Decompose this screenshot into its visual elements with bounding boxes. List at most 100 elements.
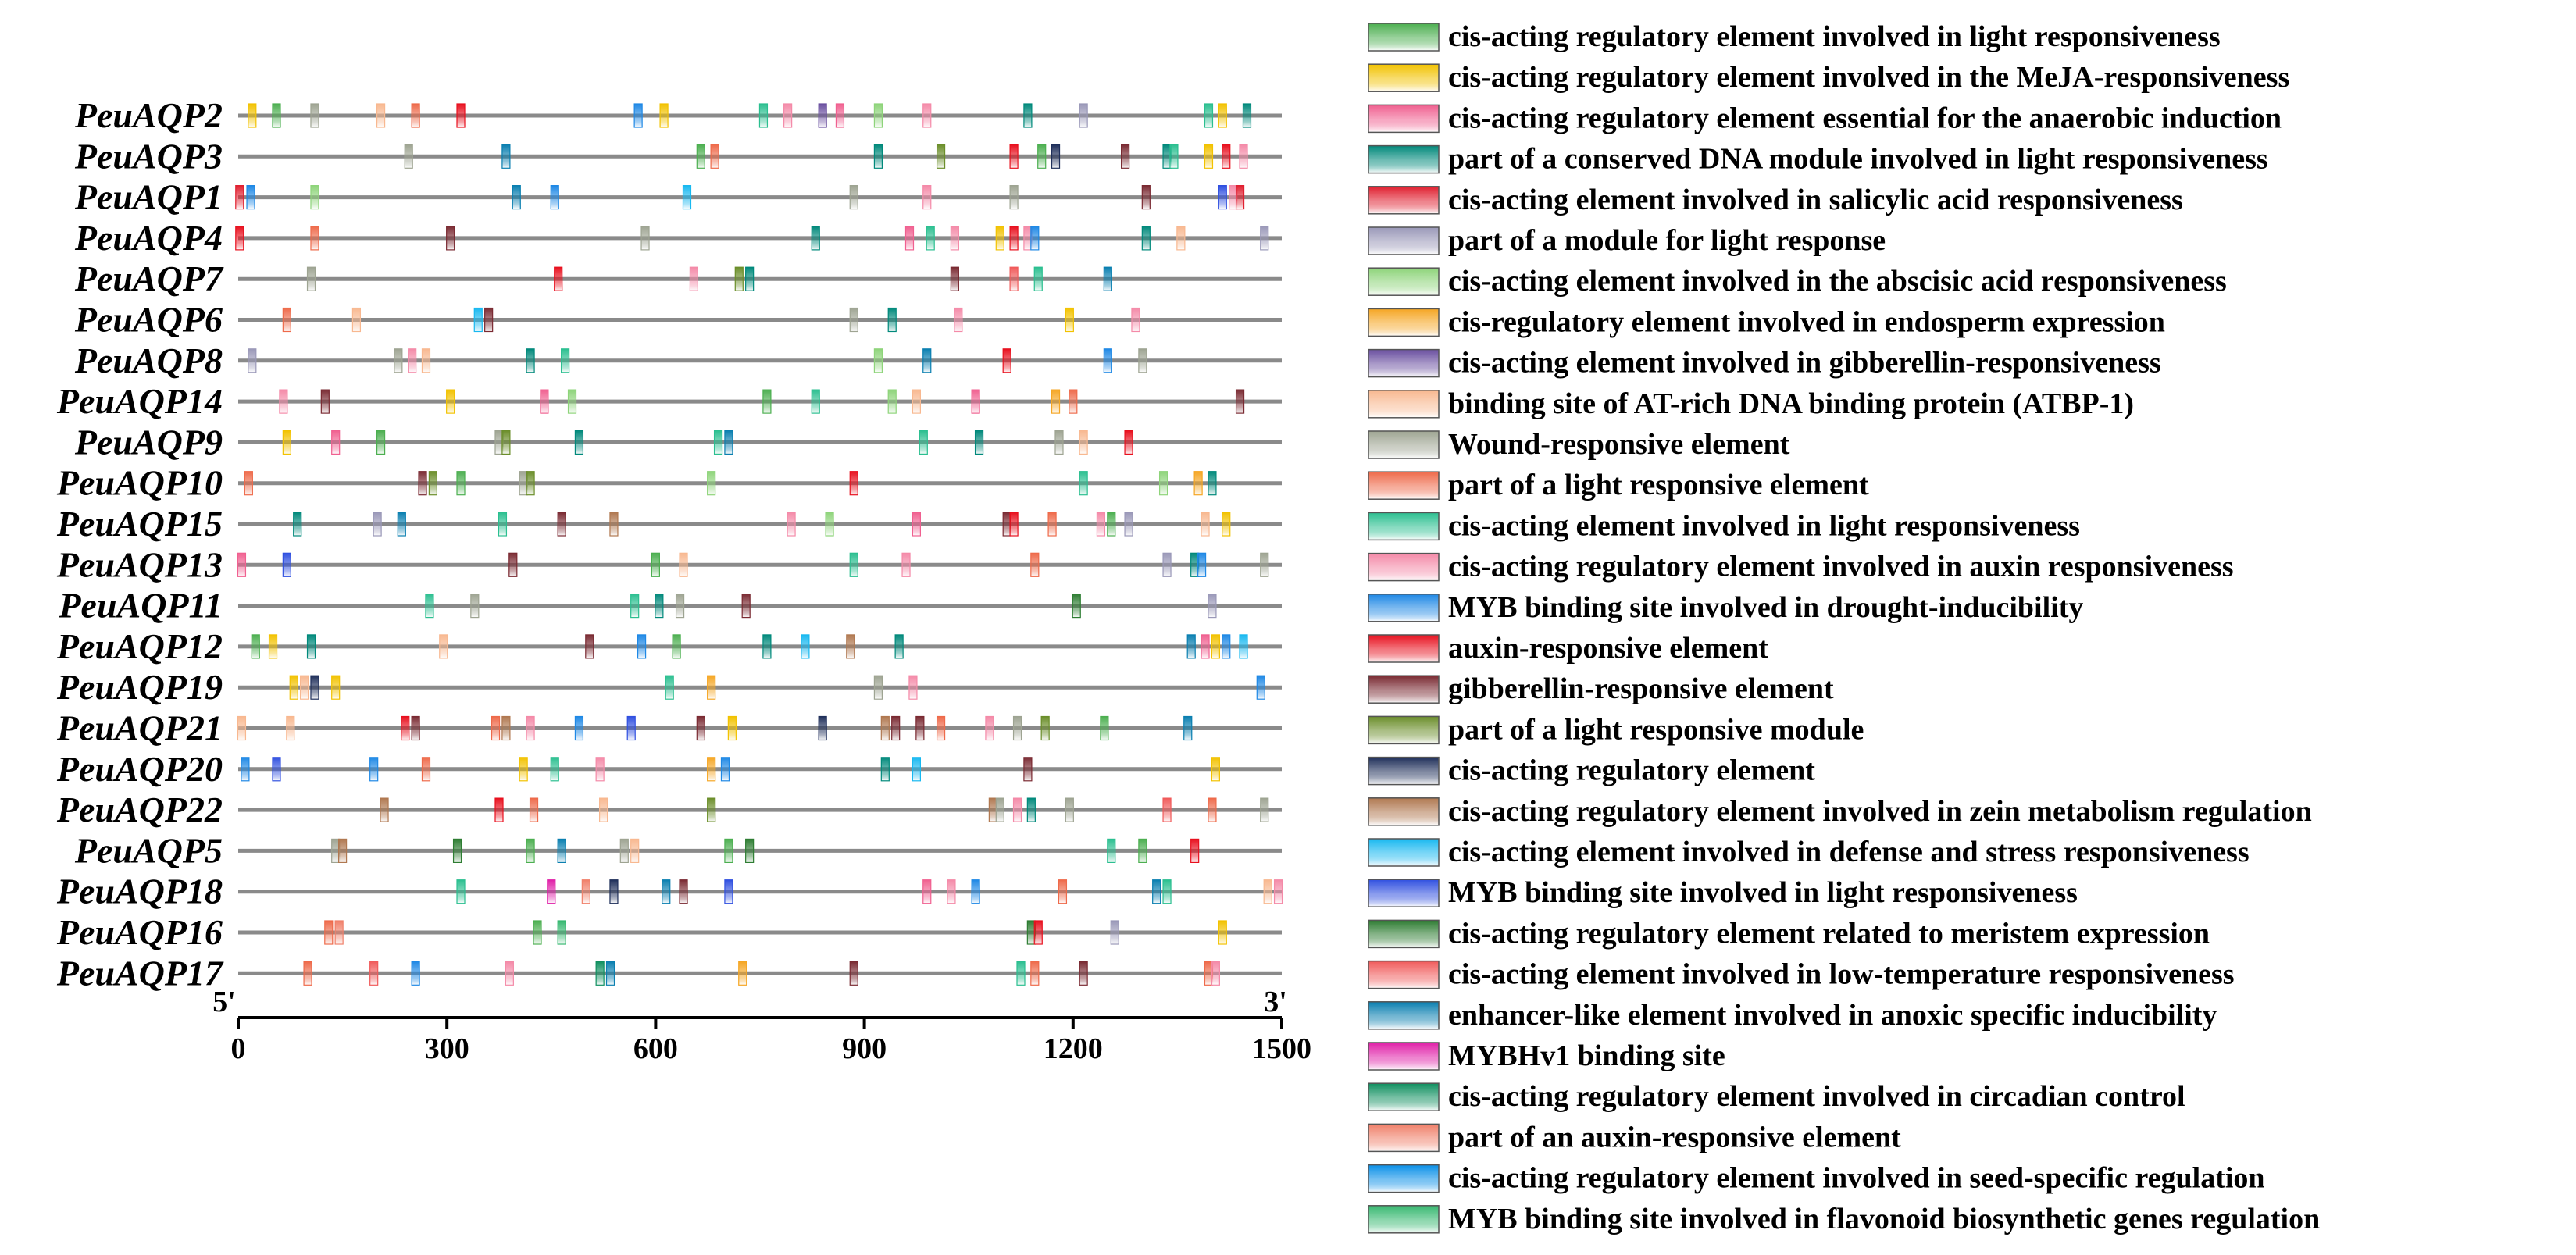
legend-item: cis-acting element involved in light res… bbox=[1368, 509, 2080, 542]
cis-element-mark bbox=[873, 348, 883, 373]
cis-element-mark bbox=[428, 471, 437, 496]
legend-label: MYB binding site involved in flavonoid b… bbox=[1448, 1203, 2320, 1235]
gene-label: PeuAQP18 bbox=[56, 872, 223, 911]
legend-swatch bbox=[1368, 797, 1440, 826]
gene-row-peuaqp9: PeuAQP9 bbox=[74, 422, 1282, 462]
legend-item: MYB binding site involved in drought-ind… bbox=[1368, 591, 2083, 624]
legend-item: MYB binding site involved in light respo… bbox=[1368, 876, 2078, 909]
legend-item: cis-acting regulatory element involved i… bbox=[1368, 61, 2289, 94]
legend-item: MYB binding site involved in flavonoid b… bbox=[1368, 1203, 2320, 1235]
cis-element-mark bbox=[425, 593, 434, 619]
gene-label: PeuAQP10 bbox=[56, 463, 223, 503]
cis-element-mark bbox=[974, 430, 984, 455]
cis-element-mark bbox=[1079, 103, 1088, 128]
cis-element-mark bbox=[1239, 634, 1248, 659]
cis-element-mark bbox=[272, 103, 281, 128]
gene-row-peuaqp21: PeuAQP21 bbox=[56, 708, 1282, 748]
cis-element-mark bbox=[235, 185, 244, 210]
gene-label: PeuAQP4 bbox=[74, 218, 223, 258]
legend-label: Wound-responsive element bbox=[1448, 428, 1790, 461]
cis-element-mark bbox=[727, 715, 737, 741]
cis-element-mark bbox=[995, 797, 1004, 822]
cis-element-mark bbox=[926, 226, 935, 251]
legend: cis-acting regulatory element involved i… bbox=[1368, 20, 2320, 1235]
cis-element-mark bbox=[919, 430, 928, 455]
cis-element-mark bbox=[408, 348, 417, 373]
cis-element-mark bbox=[473, 307, 483, 333]
cis-element-mark bbox=[351, 307, 362, 333]
cis-element-mark bbox=[720, 757, 730, 782]
cis-element-mark bbox=[540, 389, 549, 414]
cis-element-mark bbox=[801, 634, 810, 659]
gene-label: PeuAQP20 bbox=[56, 749, 223, 789]
cis-element-mark bbox=[1012, 715, 1022, 741]
legend-item: part of a conserved DNA module involved … bbox=[1368, 143, 2268, 176]
cis-element-mark bbox=[411, 103, 420, 128]
legend-label: cis-regulatory element involved in endos… bbox=[1448, 305, 2165, 338]
cis-element-mark bbox=[595, 961, 605, 986]
cis-element-mark bbox=[1058, 879, 1068, 904]
cis-element-mark bbox=[609, 879, 619, 904]
legend-item: cis-acting regulatory element related to… bbox=[1368, 917, 2210, 950]
gene-label: PeuAQP16 bbox=[56, 912, 223, 952]
cis-element-mark bbox=[758, 103, 769, 128]
legend-swatch bbox=[1368, 1123, 1440, 1153]
cis-element-mark bbox=[672, 634, 681, 659]
legend-label: MYBHv1 binding site bbox=[1448, 1039, 1725, 1072]
legend-label: part of a conserved DNA module involved … bbox=[1448, 143, 2268, 176]
cis-element-mark bbox=[1239, 144, 1248, 169]
cis-element-mark bbox=[1079, 471, 1088, 496]
cis-element-mark bbox=[818, 715, 827, 741]
legend-item: cis-acting element involved in defense a… bbox=[1368, 836, 2250, 868]
cis-element-mark bbox=[595, 757, 605, 782]
gene-label: PeuAQP3 bbox=[74, 136, 223, 176]
cis-element-mark bbox=[557, 838, 566, 864]
cis-element-mark bbox=[484, 307, 494, 333]
cis-element-mark bbox=[519, 757, 528, 782]
cis-element-mark bbox=[394, 348, 403, 373]
cis-element-mark bbox=[1138, 838, 1147, 864]
cis-element-mark bbox=[1054, 430, 1064, 455]
legend-label: part of a light responsive module bbox=[1448, 713, 1864, 746]
gene-label: PeuAQP17 bbox=[56, 953, 224, 993]
cis-element-mark bbox=[1162, 797, 1172, 822]
gene-label: PeuAQP8 bbox=[74, 340, 223, 380]
legend-swatch bbox=[1368, 308, 1440, 337]
cis-element-mark bbox=[1190, 838, 1200, 864]
legend-swatch bbox=[1368, 838, 1440, 867]
legend-swatch bbox=[1368, 960, 1440, 989]
legend-label: gibberellin-responsive element bbox=[1448, 672, 1834, 705]
cis-element-mark bbox=[550, 185, 559, 210]
legend-label: cis-acting regulatory element involved i… bbox=[1448, 1162, 2265, 1195]
cis-element-mark bbox=[995, 226, 1004, 251]
cis-element-mark bbox=[1218, 920, 1227, 945]
cis-element-mark bbox=[1218, 103, 1227, 128]
cis-element-mark bbox=[300, 675, 309, 700]
cis-element-mark bbox=[320, 389, 330, 414]
cis-element-mark bbox=[411, 961, 420, 986]
legend-swatch bbox=[1368, 552, 1440, 582]
cis-element-mark bbox=[659, 103, 669, 128]
gene-label: PeuAQP11 bbox=[58, 586, 223, 626]
cis-element-mark bbox=[922, 185, 932, 210]
cis-element-mark bbox=[1235, 185, 1245, 210]
cis-element-mark bbox=[286, 715, 295, 741]
cis-element-mark bbox=[637, 634, 647, 659]
legend-label: binding site of AT-rich DNA binding prot… bbox=[1448, 387, 2134, 420]
cis-element-mark bbox=[501, 430, 511, 455]
legend-swatch bbox=[1368, 1042, 1440, 1071]
gene-row-peuaqp16: PeuAQP16 bbox=[56, 912, 1282, 952]
cis-element-mark bbox=[456, 879, 466, 904]
legend-label: part of a module for light response bbox=[1448, 224, 1886, 257]
cis-element-mark bbox=[418, 471, 427, 496]
cis-element-mark bbox=[585, 634, 594, 659]
legend-swatch bbox=[1368, 186, 1440, 215]
cis-element-mark bbox=[310, 185, 319, 210]
cis-element-mark bbox=[818, 103, 827, 128]
legend-item: binding site of AT-rich DNA binding prot… bbox=[1368, 387, 2134, 420]
cis-element-mark bbox=[1208, 593, 1217, 619]
cis-element-mark bbox=[279, 389, 288, 414]
cis-element-mark bbox=[873, 144, 883, 169]
cis-element-mark bbox=[581, 879, 590, 904]
cis-element-mark bbox=[241, 757, 250, 782]
